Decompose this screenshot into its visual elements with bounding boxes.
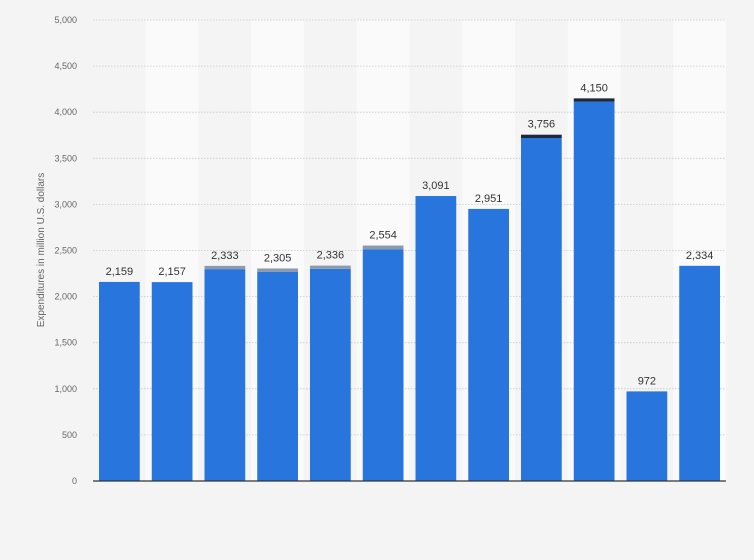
data-labels: 2,159 2,157 2,333 2,305 2,336 2,554 3,091 2,951… [106, 82, 714, 387]
bar [204, 269, 246, 481]
gridlines [93, 19, 726, 436]
y-tick-label: 2,000 [54, 292, 77, 302]
data-label: 3,091 [422, 180, 450, 192]
data-label: 2,951 [475, 193, 503, 205]
y-tick-label: 1,500 [54, 338, 77, 348]
y-tick-label: 3,000 [54, 199, 77, 209]
bar-segment [310, 265, 351, 269]
y-tick-label: 0 [72, 476, 77, 486]
bar [679, 265, 720, 481]
bar [573, 101, 615, 481]
y-tick-label: 2,500 [54, 246, 77, 256]
data-label: 2,159 [106, 266, 134, 278]
data-label: 972 [638, 375, 656, 387]
y-tick-label: 3,500 [54, 153, 77, 163]
y-axis-label: Expenditures in million U.S. dollars [36, 173, 47, 328]
data-label: 2,305 [264, 252, 292, 264]
bar [151, 282, 193, 481]
bar [362, 249, 404, 481]
bar [415, 196, 457, 481]
y-tick-label: 500 [62, 430, 77, 440]
bars [99, 98, 720, 482]
bar-segment [204, 265, 246, 270]
bar [626, 391, 668, 481]
data-label: 4,150 [580, 82, 608, 94]
y-tick-label: 4,000 [54, 107, 77, 117]
bar [468, 208, 509, 482]
bar-segment [521, 134, 562, 139]
y-tick-label: 5,000 [54, 15, 77, 25]
data-label: 2,333 [211, 250, 239, 262]
y-axis-ticks: 0 500 1,000 1,500 2,000 2,500 3,000 3,500 4,000 4… [54, 15, 77, 486]
bar [310, 268, 351, 481]
data-label: 2,157 [158, 266, 186, 278]
bar [257, 271, 298, 481]
data-label: 3,756 [528, 119, 556, 131]
bar-segment [362, 245, 404, 250]
bar [521, 138, 562, 482]
y-tick-label: 4,500 [54, 61, 77, 71]
y-tick-label: 1,000 [54, 384, 77, 394]
bar-segment [573, 98, 615, 102]
bar-segment [257, 268, 298, 272]
data-label: 2,336 [317, 250, 345, 262]
data-label: 2,334 [686, 250, 714, 262]
bar [99, 281, 140, 481]
data-label: 2,554 [369, 230, 397, 242]
